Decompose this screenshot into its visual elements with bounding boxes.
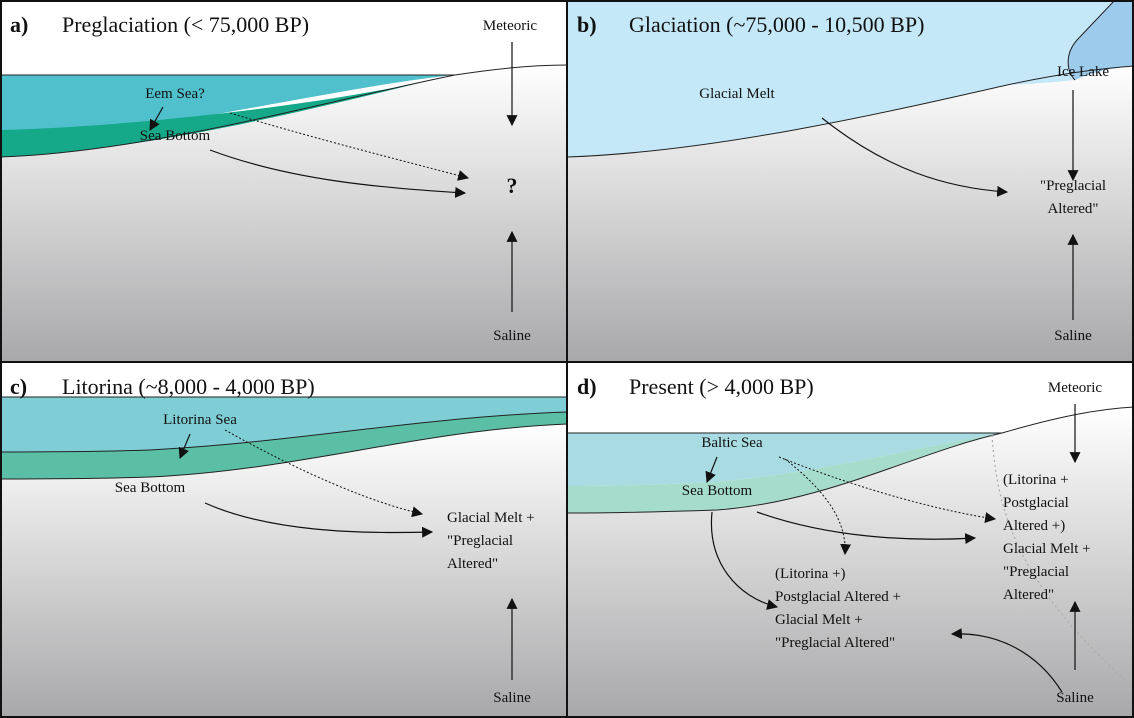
label: Glacial Melt + (1003, 541, 1091, 557)
panel-title: Glaciation (~75,000 - 10,500 BP) (629, 12, 924, 37)
label: Sea Bottom (682, 483, 753, 499)
panel: c) Litorina (~8,000 - 4,000 BP) Litorina S… (0, 362, 567, 718)
label: Postglacial (1003, 495, 1069, 511)
panel-title: Litorina (~8,000 - 4,000 BP) (62, 374, 315, 399)
label: (Litorina +) (775, 566, 846, 582)
label: "Preglacial (1003, 564, 1069, 580)
diagram: a) Preglaciation (< 75,000 BP) Meteoric Eem… (0, 0, 1134, 718)
label: Sea Bottom (140, 128, 211, 144)
panel-title: Preglaciation (< 75,000 BP) (62, 12, 309, 37)
label: Sea Bottom (115, 480, 186, 496)
label: "Preglacial Altered" (775, 635, 895, 651)
label: ? (507, 173, 518, 198)
label: Saline (493, 328, 531, 344)
panel-title: Present (> 4,000 BP) (629, 374, 814, 399)
label: "Preglacial (447, 533, 513, 549)
panel-letter: b) (577, 12, 597, 37)
label: Postglacial Altered + (775, 589, 901, 605)
panel: a) Preglaciation (< 75,000 BP) Meteoric Eem… (0, 0, 567, 362)
label: Altered" (447, 556, 498, 572)
label: Saline (1054, 328, 1092, 344)
panel: d) Present (> 4,000 BP) Meteoric Baltic Sea… (567, 362, 1134, 718)
label: (Litorina + (1003, 472, 1069, 488)
label: Litorina Sea (163, 412, 237, 428)
label: Glacial Melt + (447, 510, 535, 526)
label: Baltic Sea (701, 435, 763, 451)
label: Eem Sea? (145, 86, 205, 102)
label: Meteoric (483, 18, 537, 34)
label: Glacial Melt (699, 86, 775, 102)
panel-letter: d) (577, 374, 597, 399)
panel-letter: a) (10, 12, 28, 37)
label: Altered +) (1003, 518, 1065, 534)
label: Ice Lake (1057, 64, 1109, 80)
label: Altered" (1003, 587, 1054, 603)
label: Altered" (1047, 201, 1098, 217)
label: Meteoric (1048, 380, 1102, 396)
label: "Preglacial (1040, 178, 1106, 194)
label: Saline (493, 690, 531, 706)
panel-letter: c) (10, 374, 27, 399)
label: Glacial Melt + (775, 612, 863, 628)
panel: b) Glaciation (~75,000 - 10,500 BP) Ice La… (567, 0, 1134, 362)
label: Saline (1056, 690, 1094, 706)
